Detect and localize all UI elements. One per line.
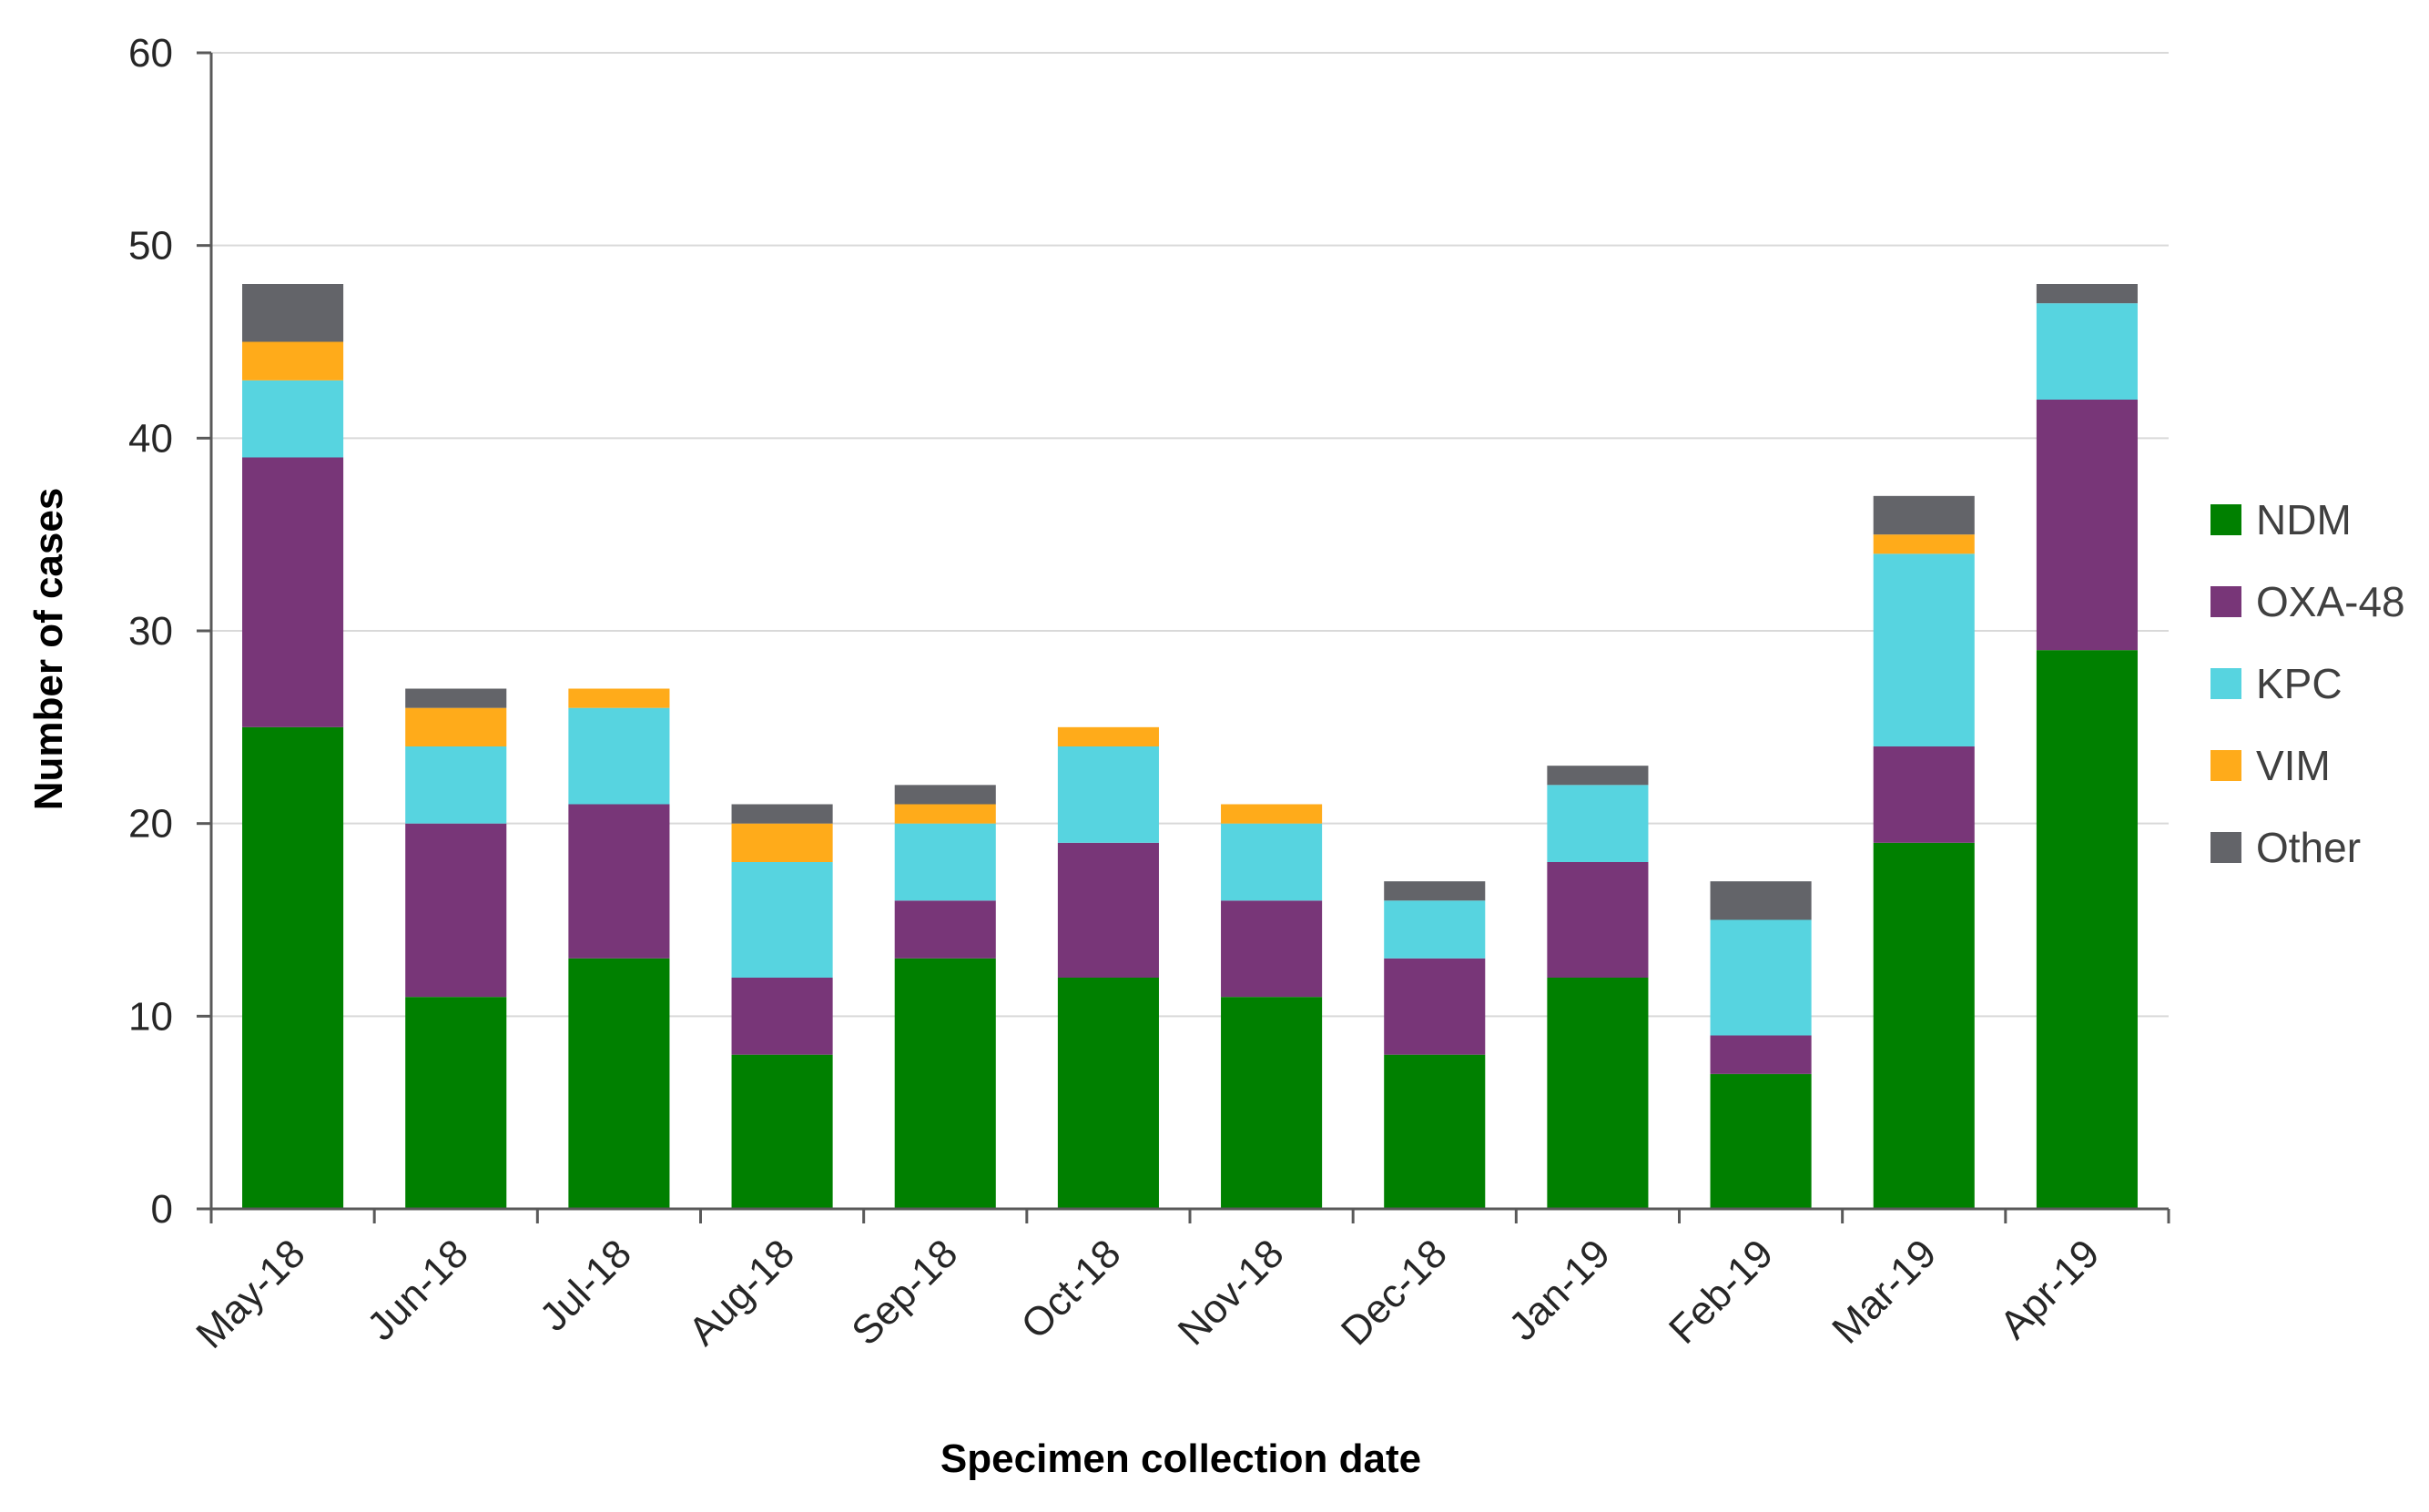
bar-Apr-19-OXA-48 xyxy=(2036,400,2138,651)
bar-Dec-18-OXA-48 xyxy=(1384,958,1486,1055)
bar-Jan-19-Other xyxy=(1547,766,1649,786)
bar-Sep-18-VIM xyxy=(894,804,996,824)
bar-Nov-18-OXA-48 xyxy=(1221,900,1323,998)
bar-Sep-18-KPC xyxy=(894,823,996,901)
bar-Dec-18-Other xyxy=(1384,881,1486,901)
bar-Jul-18-VIM xyxy=(568,688,670,708)
y-tick-labels: 0 10 20 30 40 50 60 xyxy=(128,31,173,1232)
legend: NDM OXA-48 KPC VIM Other xyxy=(2210,496,2405,871)
bar-Jan-19-NDM xyxy=(1547,978,1649,1209)
legend-swatch-Other xyxy=(2210,832,2241,863)
gridlines xyxy=(211,52,2169,1018)
x-tick-label-Jan-19: Jan-19 xyxy=(1500,1231,1619,1349)
legend-swatch-VIM xyxy=(2210,750,2241,781)
x-tick-label-Jul-18: Jul-18 xyxy=(532,1231,640,1339)
bar-Mar-19-NDM xyxy=(1873,842,1975,1209)
bar-Sep-18-OXA-48 xyxy=(894,900,996,959)
bar-Apr-19-NDM xyxy=(2036,650,2138,1209)
bar-Oct-18-OXA-48 xyxy=(1057,842,1159,978)
bar-Dec-18-KPC xyxy=(1384,900,1486,959)
bar-Jun-18-OXA-48 xyxy=(405,823,507,998)
bar-Jan-19-OXA-48 xyxy=(1547,862,1649,978)
bar-Aug-18-Other xyxy=(731,804,833,824)
legend-label-KPC: KPC xyxy=(2256,660,2343,707)
bar-Oct-18-KPC xyxy=(1057,746,1159,843)
bar-Oct-18-VIM xyxy=(1057,726,1159,746)
bar-Oct-18-NDM xyxy=(1057,978,1159,1209)
bar-May-18-NDM xyxy=(242,726,344,1209)
bar-Feb-19-Other xyxy=(1710,881,1812,920)
bar-Jun-18-NDM xyxy=(405,997,507,1209)
x-tick-label-Jun-18: Jun-18 xyxy=(359,1231,477,1349)
bar-Mar-19-OXA-48 xyxy=(1873,746,1975,843)
y-tick-label-40: 40 xyxy=(128,416,173,461)
legend-label-NDM: NDM xyxy=(2256,496,2352,543)
bar-Sep-18-Other xyxy=(894,785,996,805)
bars xyxy=(242,284,2138,1209)
bar-Aug-18-OXA-48 xyxy=(731,978,833,1055)
legend-label-Other: Other xyxy=(2256,824,2361,871)
x-tick-label-Dec-18: Dec-18 xyxy=(1333,1231,1456,1354)
y-tick-label-10: 10 xyxy=(128,994,173,1039)
legend-label-VIM: VIM xyxy=(2256,742,2331,789)
bar-Aug-18-NDM xyxy=(731,1054,833,1209)
x-tick-label-Feb-19: Feb-19 xyxy=(1661,1231,1782,1352)
bar-May-18-VIM xyxy=(242,341,344,381)
bar-Nov-18-NDM xyxy=(1221,997,1323,1209)
bar-Apr-19-KPC xyxy=(2036,303,2138,400)
x-tick-label-Mar-19: Mar-19 xyxy=(1824,1231,1945,1352)
bar-Nov-18-VIM xyxy=(1221,804,1323,824)
bar-Mar-19-KPC xyxy=(1873,553,1975,746)
bar-May-18-KPC xyxy=(242,380,344,458)
bar-Jul-18-NDM xyxy=(568,958,670,1209)
bar-Jul-18-KPC xyxy=(568,707,670,805)
bar-Dec-18-NDM xyxy=(1384,1054,1486,1209)
legend-swatch-KPC xyxy=(2210,668,2241,699)
axes xyxy=(197,51,2170,1223)
x-tick-label-Nov-18: Nov-18 xyxy=(1170,1231,1293,1354)
bar-Feb-19-NDM xyxy=(1710,1073,1812,1209)
bar-Jun-18-Other xyxy=(405,688,507,708)
bar-Mar-19-Other xyxy=(1873,495,1975,535)
legend-swatch-OXA-48 xyxy=(2210,586,2241,617)
bar-May-18-OXA-48 xyxy=(242,457,344,727)
bar-May-18-Other xyxy=(242,284,344,342)
y-tick-label-50: 50 xyxy=(128,224,173,269)
y-axis-title: Number of cases xyxy=(26,488,71,811)
y-tick-label-0: 0 xyxy=(151,1187,173,1232)
bar-Aug-18-VIM xyxy=(731,823,833,862)
x-tick-label-Oct-18: Oct-18 xyxy=(1012,1231,1129,1347)
bar-Nov-18-KPC xyxy=(1221,823,1323,901)
x-tick-labels: May-18 Jun-18 Jul-18 Aug-18 Sep-18 Oct-18 Nov-… xyxy=(188,1231,2108,1356)
bar-Mar-19-VIM xyxy=(1873,534,1975,554)
y-tick-label-60: 60 xyxy=(128,31,173,76)
bar-Feb-19-KPC xyxy=(1710,919,1812,1036)
bar-Jan-19-KPC xyxy=(1547,785,1649,862)
x-tick-label-Apr-19: Apr-19 xyxy=(1991,1231,2108,1347)
x-axis-title: Specimen collection date xyxy=(940,1436,1421,1481)
legend-label-OXA-48: OXA-48 xyxy=(2256,578,2405,625)
bar-Feb-19-OXA-48 xyxy=(1710,1035,1812,1074)
bar-Jun-18-KPC xyxy=(405,746,507,824)
y-tick-label-20: 20 xyxy=(128,802,173,847)
bar-Sep-18-NDM xyxy=(894,958,996,1209)
bar-Jun-18-VIM xyxy=(405,707,507,746)
x-tick-label-Sep-18: Sep-18 xyxy=(843,1231,966,1354)
x-tick-label-Aug-18: Aug-18 xyxy=(680,1231,803,1354)
y-tick-label-30: 30 xyxy=(128,609,173,654)
bar-Apr-19-Other xyxy=(2036,284,2138,304)
bar-Aug-18-KPC xyxy=(731,862,833,978)
bar-Jul-18-OXA-48 xyxy=(568,804,670,959)
x-tick-label-May-18: May-18 xyxy=(188,1231,313,1356)
legend-swatch-NDM xyxy=(2210,504,2241,535)
